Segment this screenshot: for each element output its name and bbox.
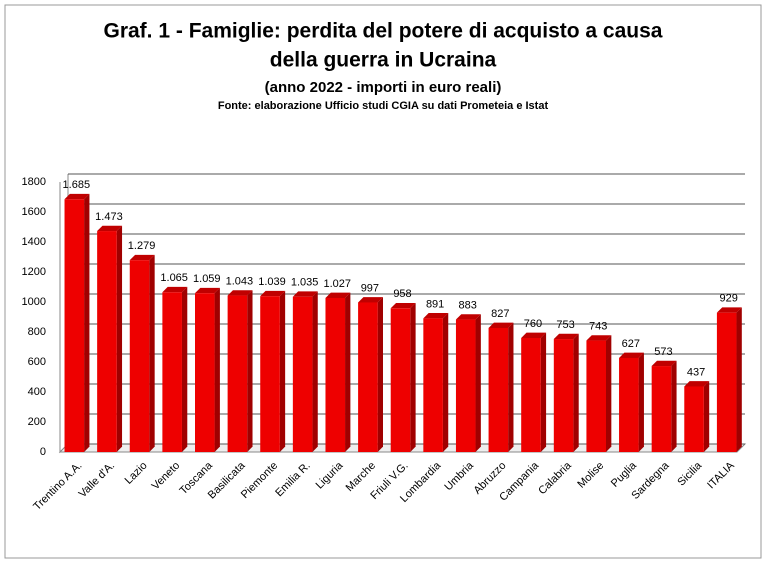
bar-top [64,193,90,200]
bar-side [410,302,416,452]
value-label: 1.027 [323,278,351,290]
bar-top [292,291,318,297]
bar-top [195,287,220,294]
bar [619,357,639,452]
bar [553,339,574,452]
bar-side [573,333,579,452]
bar [292,296,313,452]
value-label: 1.685 [63,179,91,191]
value-label: 743 [589,320,607,332]
y-tick-label: 600 [28,356,46,368]
value-label: 891 [426,298,444,310]
bar [195,293,215,452]
value-label: 883 [459,299,477,311]
bar [455,319,476,452]
bar [488,327,509,452]
bar-top [619,352,644,358]
chart-title: della guerra in Ucraina [270,49,497,72]
value-label: 1.065 [160,272,188,284]
bar-top [455,314,481,320]
bar [390,308,411,452]
y-tick-label: 1000 [22,296,46,308]
value-label: 958 [393,288,411,300]
bar-side [606,335,612,452]
bar [716,312,737,452]
bar [129,260,150,452]
bar-side [671,360,677,452]
bar-top [716,307,742,313]
bar-top [162,286,188,293]
bar-side [736,307,742,452]
value-label: 437 [687,366,705,378]
bar-side [377,297,383,452]
bar-side [181,286,188,452]
bar-top [358,297,383,303]
bar-side [540,332,547,452]
value-label: 1.035 [291,277,319,289]
bar [651,366,672,452]
bar-top [390,302,416,309]
bar-top [488,322,514,328]
bar [586,340,606,452]
bar-side [214,287,220,452]
chart-title: Graf. 1 - Famiglie: perdita del potere d… [104,20,663,43]
bar-side [475,314,481,452]
value-label: 1.039 [258,276,286,288]
value-label: 760 [524,318,542,330]
y-tick-label: 1600 [22,206,46,218]
bar-side [84,193,90,452]
value-label: 627 [622,338,640,350]
bar-top [97,225,123,232]
bar-side [247,290,253,452]
bar-top [325,292,351,298]
bar-side [442,313,449,452]
value-label: 1.279 [128,240,156,252]
bar-side [149,254,155,452]
bar-top [651,360,677,367]
bar-top [227,290,253,296]
bar [684,386,704,452]
bar-top [586,335,612,341]
bar-side [116,225,123,452]
bar-side [345,292,351,452]
value-label: 929 [720,293,738,305]
value-label: 1.043 [226,275,254,287]
bar [64,199,85,452]
bar-top [260,290,286,297]
bar [97,231,117,452]
value-label: 1.473 [95,211,123,223]
bar-top [129,254,155,261]
bar [260,296,280,452]
bar-side [312,291,318,452]
bar [162,292,182,452]
value-label: 997 [361,282,379,294]
y-tick-label: 1400 [22,236,46,248]
chart-subtitle: (anno 2022 - importi in euro reali) [265,79,502,96]
source: Fonte: elaborazione Ufficio studi CGIA s… [218,100,549,112]
y-tick-label: 400 [28,386,46,398]
bar-top [521,332,547,338]
bar-top [423,313,449,319]
bar [325,297,346,452]
bar-top [553,333,579,340]
bar-top [684,381,710,387]
bar-side [279,290,286,452]
y-tick-label: 1200 [22,266,46,278]
bar-side [508,322,514,452]
y-tick-label: 1800 [22,176,46,188]
y-tick-label: 200 [28,416,46,428]
bar [358,302,378,452]
bar [227,295,248,452]
y-tick-label: 800 [28,326,46,338]
bar [521,338,541,452]
value-label: 753 [556,319,574,331]
bar-side [703,381,710,452]
value-label: 573 [654,346,672,358]
bar [423,318,443,452]
value-label: 1.059 [193,273,221,285]
y-tick-label: 0 [40,446,46,458]
bar-side [638,352,644,452]
value-label: 827 [491,308,509,320]
